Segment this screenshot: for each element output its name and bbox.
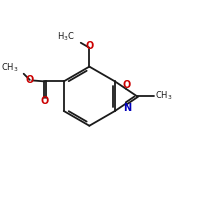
Text: O: O — [41, 96, 49, 106]
Text: H$_3$C: H$_3$C — [57, 31, 75, 43]
Text: N: N — [123, 103, 131, 113]
Text: CH$_3$: CH$_3$ — [155, 90, 173, 102]
Text: O: O — [123, 80, 131, 90]
Text: O: O — [85, 41, 93, 51]
Text: CH$_3$: CH$_3$ — [1, 62, 19, 74]
Text: O: O — [26, 75, 34, 85]
